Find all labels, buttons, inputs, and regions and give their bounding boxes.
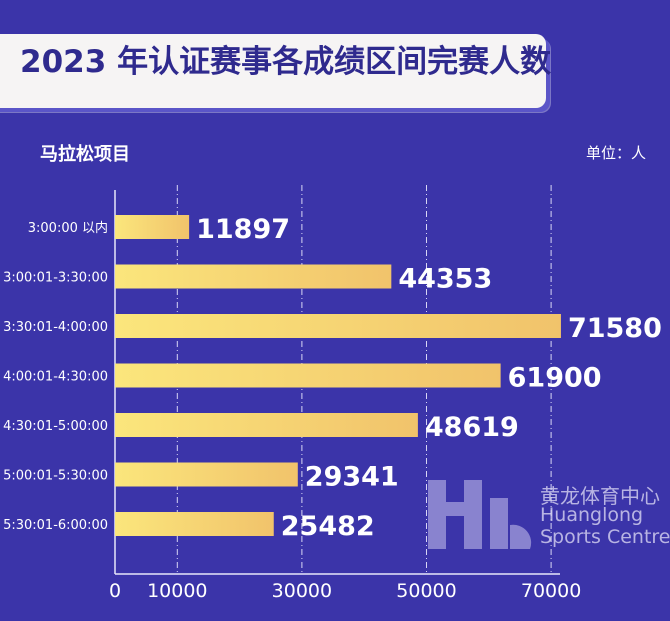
category-label: 3:30:01-4:00:00 <box>3 320 108 335</box>
logo-text-en: Huanglong Sports Centre <box>540 504 670 548</box>
logo-text-en-line2: Sports Centre <box>540 526 670 548</box>
value-label: 48619 <box>425 412 519 443</box>
unit-label: 单位：人 <box>585 144 646 162</box>
title-banner <box>0 34 546 108</box>
category-label: 4:00:01-4:30:00 <box>3 370 108 385</box>
value-label: 71580 <box>568 313 662 344</box>
bar <box>115 264 392 289</box>
bar <box>115 314 561 338</box>
value-label: 11897 <box>196 214 290 245</box>
x-tick-label: 0 <box>109 580 121 602</box>
value-label: 61900 <box>508 363 602 394</box>
category-label: 4:30:01-5:00:00 <box>3 419 108 434</box>
category-label: 3:00:00 以内 <box>28 220 108 236</box>
bar <box>115 413 418 437</box>
x-tick-label: 70000 <box>521 580 581 602</box>
bar <box>115 462 298 487</box>
chart-subtitle: 马拉松项目 <box>40 144 130 165</box>
chart-title: 2023 年认证赛事各成绩区间完赛人数 <box>20 44 552 80</box>
bar <box>115 215 190 239</box>
logo-text-en-line1: Huanglong <box>540 504 644 526</box>
huanglong-logo-icon <box>428 480 532 549</box>
bar <box>115 512 274 536</box>
value-label: 25482 <box>281 511 375 542</box>
bar <box>115 363 501 388</box>
category-label: 3:00:01-3:30:00 <box>3 271 108 286</box>
category-label: 5:30:01-6:00:00 <box>3 518 108 533</box>
value-label: 44353 <box>398 264 492 295</box>
x-tick-label: 10000 <box>147 580 207 602</box>
category-label: 5:00:01-5:30:00 <box>3 469 108 484</box>
x-tick-label: 30000 <box>272 580 332 602</box>
x-tick-label: 50000 <box>396 580 456 602</box>
value-label: 29341 <box>305 462 399 493</box>
logo-text-cn: 黄龙体育中心 <box>540 484 660 508</box>
